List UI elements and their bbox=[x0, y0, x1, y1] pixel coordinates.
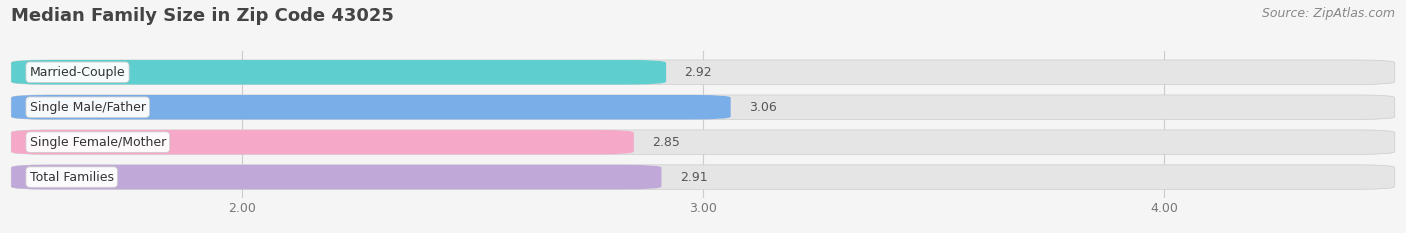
FancyBboxPatch shape bbox=[11, 95, 731, 119]
FancyBboxPatch shape bbox=[11, 130, 634, 154]
FancyBboxPatch shape bbox=[11, 165, 661, 189]
Text: Total Families: Total Families bbox=[30, 171, 114, 184]
Text: Single Female/Mother: Single Female/Mother bbox=[30, 136, 166, 149]
Text: 2.85: 2.85 bbox=[652, 136, 681, 149]
FancyBboxPatch shape bbox=[11, 130, 1395, 154]
FancyBboxPatch shape bbox=[11, 165, 1395, 189]
FancyBboxPatch shape bbox=[11, 95, 1395, 119]
Text: 2.91: 2.91 bbox=[681, 171, 707, 184]
Text: Single Male/Father: Single Male/Father bbox=[30, 101, 146, 114]
Text: Source: ZipAtlas.com: Source: ZipAtlas.com bbox=[1261, 7, 1395, 20]
FancyBboxPatch shape bbox=[11, 60, 666, 84]
Text: 2.92: 2.92 bbox=[685, 66, 713, 79]
Text: Median Family Size in Zip Code 43025: Median Family Size in Zip Code 43025 bbox=[11, 7, 394, 25]
FancyBboxPatch shape bbox=[11, 60, 1395, 84]
Text: 3.06: 3.06 bbox=[749, 101, 778, 114]
Text: Married-Couple: Married-Couple bbox=[30, 66, 125, 79]
